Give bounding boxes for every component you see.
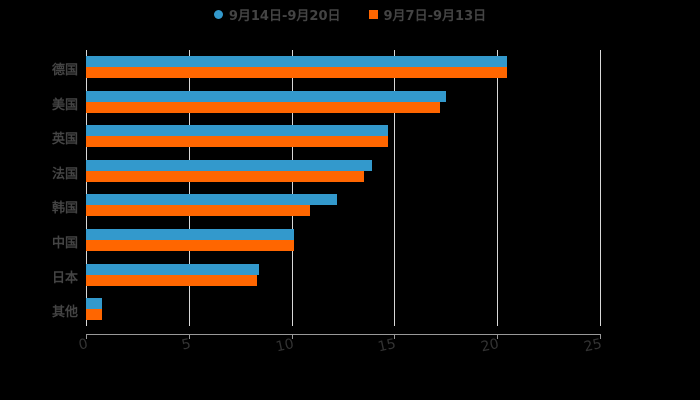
bar[interactable] xyxy=(86,90,446,102)
square-marker-icon xyxy=(368,9,378,19)
circle-marker-icon xyxy=(213,9,223,19)
gridline xyxy=(188,50,190,326)
x-tick xyxy=(497,334,499,339)
x-tick xyxy=(291,334,293,339)
x-tick xyxy=(600,334,601,339)
bar[interactable] xyxy=(86,159,372,171)
bar-group xyxy=(86,56,600,78)
y-category-label: 德国 xyxy=(51,63,78,78)
y-category-label: 中国 xyxy=(51,236,78,251)
y-category-label: 法国 xyxy=(51,166,78,182)
bar[interactable] xyxy=(86,136,389,148)
bar[interactable] xyxy=(86,56,508,67)
bar-group xyxy=(86,125,600,148)
y-category-label: 日本 xyxy=(51,270,78,286)
y-category-label: 韩国 xyxy=(51,201,78,217)
y-category-label: 美国 xyxy=(51,97,78,113)
y-category-label: 其他 xyxy=(51,305,78,321)
bar[interactable] xyxy=(86,194,337,206)
bar-group xyxy=(86,90,600,113)
x-tick-label: 10 xyxy=(274,336,295,356)
legend-item-series-2[interactable]: 9月7日-9月13日 xyxy=(368,5,487,24)
x-tick xyxy=(188,334,190,339)
x-tick-label: 0 xyxy=(77,336,90,354)
x-axis-line xyxy=(86,334,601,335)
bar[interactable] xyxy=(86,263,259,275)
x-tick-label: 5 xyxy=(180,336,193,354)
bar[interactable] xyxy=(86,125,389,137)
bar[interactable] xyxy=(86,101,440,113)
bar[interactable] xyxy=(86,205,311,217)
bar[interactable] xyxy=(86,229,294,240)
y-category-label: 英国 xyxy=(51,132,78,148)
bar-group xyxy=(86,159,600,182)
bar[interactable] xyxy=(86,67,508,78)
bar[interactable] xyxy=(86,240,294,251)
legend-item-series-1[interactable]: 9月14日-9月20日 xyxy=(213,5,341,24)
x-tick xyxy=(86,334,87,339)
x-tick xyxy=(394,334,396,339)
bar-group xyxy=(86,229,600,251)
gridline xyxy=(497,50,499,326)
bar-group xyxy=(86,194,600,217)
bar[interactable] xyxy=(86,298,103,310)
gridline xyxy=(394,50,396,326)
gridline xyxy=(86,50,87,326)
gridline xyxy=(291,50,293,326)
bar-group xyxy=(86,263,600,286)
gridline xyxy=(600,50,601,326)
legend-label: 9月7日-9月13日 xyxy=(383,8,487,24)
x-tick-label: 15 xyxy=(376,336,398,356)
plot-area xyxy=(86,50,601,326)
x-tick-label: 20 xyxy=(479,336,501,356)
bar[interactable] xyxy=(86,274,257,286)
legend-label: 9月14日-9月20日 xyxy=(228,8,341,24)
bar[interactable] xyxy=(86,170,364,182)
x-tick-label: 25 xyxy=(582,336,604,356)
bar[interactable] xyxy=(86,309,103,321)
chart-legend: 9月14日-9月20日 9月7日-9月13日 xyxy=(0,4,700,24)
bar-group xyxy=(86,298,600,321)
